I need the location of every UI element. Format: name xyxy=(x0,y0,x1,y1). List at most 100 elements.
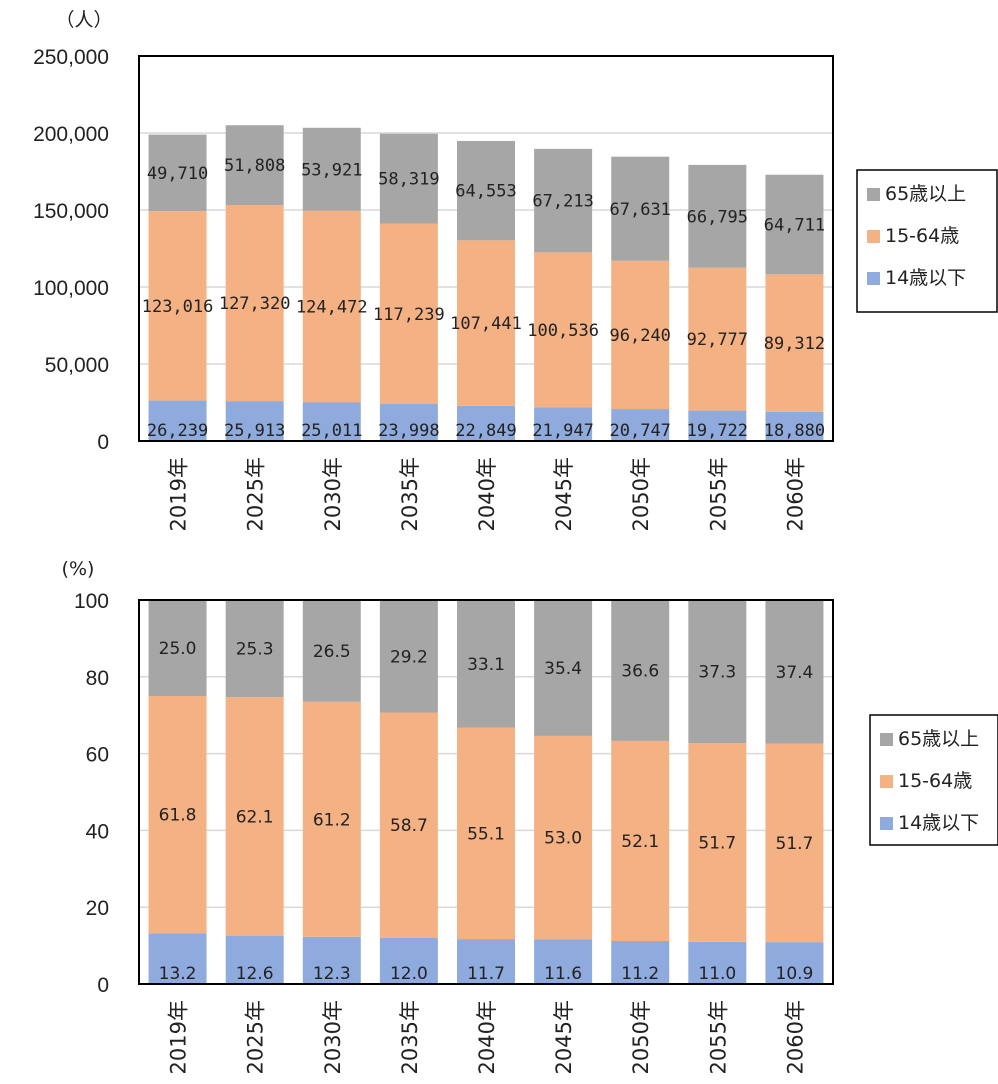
bar-65plus-2025年 xyxy=(225,125,284,206)
y-tick-label: 0 xyxy=(97,431,109,454)
y-tick-label: 60 xyxy=(86,744,109,767)
data-label: 26.5 xyxy=(313,642,351,662)
y-tick-label: 100,000 xyxy=(33,277,109,300)
legend-label: 14歳以下 xyxy=(898,812,979,834)
bar-65plus-2040年 xyxy=(457,600,515,728)
data-label: 58.7 xyxy=(390,816,428,836)
x-tick-label: 2060年 xyxy=(783,1000,807,1074)
bar-15-64-2030年 xyxy=(302,701,361,937)
bar-15-64-2060年 xyxy=(765,743,824,943)
bar-under15-2019年 xyxy=(148,933,207,984)
x-tick-label: 2040年 xyxy=(475,457,499,531)
bar-15-64-2040年 xyxy=(457,727,515,940)
bar-65plus-2045年 xyxy=(534,148,593,253)
y-tick-label: 150,000 xyxy=(33,200,109,223)
data-label: 66,795 xyxy=(687,207,748,227)
data-label: 64,711 xyxy=(764,216,825,236)
data-label: 51.7 xyxy=(776,834,814,854)
data-label: 21,947 xyxy=(532,421,593,441)
data-label: 53.0 xyxy=(544,829,582,849)
data-label: 96,240 xyxy=(610,326,671,346)
data-label: 11.6 xyxy=(544,964,582,984)
data-label: 18,880 xyxy=(764,421,825,441)
legend-label: 15-64歳 xyxy=(898,770,972,792)
data-label: 11.7 xyxy=(467,964,505,984)
x-tick-label: 2035年 xyxy=(398,457,422,531)
data-label: 89,312 xyxy=(764,334,825,354)
data-label: 51.7 xyxy=(698,833,736,853)
y-tick-label: 50,000 xyxy=(45,354,109,377)
bar-65plus-2035年 xyxy=(379,600,438,713)
bar-under15-2060年 xyxy=(765,942,824,984)
bar-under15-2055年 xyxy=(688,941,747,984)
chart-2: 0 20 40 60 80 100 (%) 13.2 61.8 25.0 2019年 12.6 62.1… xyxy=(62,558,998,1074)
x-tick-label: 2019年 xyxy=(167,1000,191,1074)
bar-15-64-2025年 xyxy=(225,205,284,402)
bar-15-64-2040年 xyxy=(457,240,515,406)
y-tick-label: 250,000 xyxy=(33,46,109,69)
data-label: 61.2 xyxy=(313,810,351,830)
y-tick-label: 200,000 xyxy=(33,123,109,146)
data-label: 117,239 xyxy=(373,305,445,325)
bar-under15-2045年 xyxy=(534,939,593,984)
x-tick-label: 2055年 xyxy=(706,457,730,531)
y-tick-label: 40 xyxy=(86,820,109,843)
bar-65plus-2035年 xyxy=(379,133,438,224)
legend-swatch xyxy=(867,188,880,201)
data-label: 26,239 xyxy=(147,421,208,441)
data-label: 53,921 xyxy=(301,160,362,180)
data-label: 23,998 xyxy=(378,421,439,441)
x-tick-label: 2019年 xyxy=(167,457,191,531)
x-tick-label: 2025年 xyxy=(244,1000,268,1074)
data-label: 67,213 xyxy=(532,192,593,212)
data-label: 58,319 xyxy=(378,170,439,190)
bar-15-64-2019年 xyxy=(148,211,207,401)
data-label: 37.4 xyxy=(776,663,814,683)
bar-15-64-2045年 xyxy=(534,252,593,408)
data-label: 11.0 xyxy=(698,964,736,984)
bar-under15-2055年 xyxy=(688,410,747,441)
legend-label: 65歳以上 xyxy=(885,183,966,205)
bar-65plus-2055年 xyxy=(688,600,747,744)
data-label: 127,320 xyxy=(219,294,291,314)
bar-under15-2060年 xyxy=(765,411,824,441)
bar-15-64-2030年 xyxy=(302,210,361,403)
y-tick-label: 20 xyxy=(86,897,109,920)
bar-15-64-2035年 xyxy=(379,712,438,938)
data-label: 12.3 xyxy=(313,964,351,984)
bar-15-64-2060年 xyxy=(765,274,824,412)
legend: 65歳以上 15-64歳 14歳以下 xyxy=(856,169,998,313)
legend-label: 15-64歳 xyxy=(885,225,959,247)
bar-under15-2035年 xyxy=(379,937,438,984)
bar-under15-2050年 xyxy=(611,409,670,441)
data-label: 29.2 xyxy=(390,647,428,667)
bar-under15-2025年 xyxy=(225,401,284,441)
bar-65plus-2060年 xyxy=(765,600,824,744)
x-tick-label: 2045年 xyxy=(552,457,576,531)
bar-under15-2030年 xyxy=(302,936,361,984)
bar-under15-2030年 xyxy=(302,402,361,441)
x-tick-label: 2025年 xyxy=(244,457,268,531)
data-label: 33.1 xyxy=(467,655,505,675)
x-tick-label: 2030年 xyxy=(321,457,345,531)
bar-65plus-2019年 xyxy=(148,134,207,212)
x-tick-label: 2030年 xyxy=(321,1000,345,1074)
data-label: 12.0 xyxy=(390,964,428,984)
bar-15-64-2045年 xyxy=(534,735,593,940)
bar-under15-2040年 xyxy=(457,405,515,441)
x-tick-label: 2050年 xyxy=(629,1000,653,1074)
bar-65plus-2040年 xyxy=(457,140,515,241)
data-label: 51,808 xyxy=(224,156,285,176)
data-label: 123,016 xyxy=(142,297,214,317)
bar-under15-2040年 xyxy=(457,939,515,984)
data-label: 35.4 xyxy=(544,659,582,679)
x-tick-label: 2045年 xyxy=(552,1000,576,1074)
data-label: 22,849 xyxy=(455,421,516,441)
bar-under15-2025年 xyxy=(225,935,284,984)
bar-65plus-2050年 xyxy=(611,156,670,261)
x-tick-label: 2040年 xyxy=(475,1000,499,1074)
data-label: 124,472 xyxy=(296,298,368,318)
bar-under15-2045年 xyxy=(534,407,593,441)
y-unit-label: （人） xyxy=(55,9,112,31)
legend-swatch xyxy=(880,733,893,746)
